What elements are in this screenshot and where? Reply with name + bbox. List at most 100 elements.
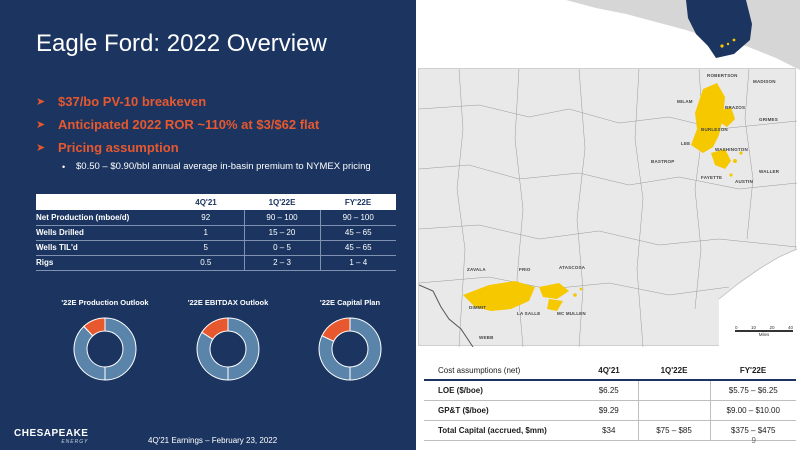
texas-inset-map (566, 0, 800, 70)
table-cell: $6.25 (580, 380, 638, 401)
table-row: Rigs 0.5 2 – 3 1 – 4 (36, 255, 396, 271)
county-label: MC MULLEN (557, 311, 586, 316)
table-header-cell: 4Q'21 (580, 362, 638, 381)
bullet-text: Pricing assumption (58, 140, 179, 155)
scale-tick: 20 (769, 325, 775, 330)
table-row: Net Production (mboe/d) 92 90 – 100 90 –… (36, 210, 396, 226)
donut-base-slice (318, 335, 351, 381)
page-number: 9 (751, 436, 756, 445)
capital-plan-donut: '22E Capital Plan (290, 298, 410, 381)
donut-title: '22E Capital Plan (319, 298, 381, 307)
left-panel: Eagle Ford: 2022 Overview ➤ $37/bo PV-10… (0, 0, 416, 450)
table-header-cell (36, 194, 168, 210)
footer-text: 4Q'21 Earnings – February 23, 2022 (148, 436, 278, 445)
bullet-list: ➤ $37/bo PV-10 breakeven ➤ Anticipated 2… (36, 94, 406, 172)
table-cell: Total Capital (accrued, $mm) (424, 420, 580, 441)
table-cell: $9.29 (580, 400, 638, 421)
table-cell: 92 (168, 210, 244, 226)
donut-title: '22E Production Outlook (61, 298, 149, 307)
table-cell: Rigs (36, 255, 168, 271)
table-cell: 1 (168, 225, 244, 241)
logo-brand: CHESAPEAKE (14, 428, 89, 439)
county-label: BASTROP (651, 159, 675, 164)
county-label: MILAM (677, 99, 693, 104)
county-label: WEBB (479, 335, 494, 340)
bullet-text: Anticipated 2022 ROR ~110% at $3/$62 fla… (58, 117, 320, 132)
county-label: MADISON (753, 79, 776, 84)
sub-bullet-text: $0.50 – $0.90/bbl annual average in-basi… (76, 161, 371, 172)
county-label: WALLER (759, 169, 780, 174)
county-label: ZAVALA (467, 267, 486, 272)
table-header-cell: FY'22E (320, 194, 396, 210)
arrow-bullet-icon: ➤ (36, 142, 46, 154)
table-cell: LOE ($/boe) (424, 380, 580, 401)
ebitdax-outlook-donut: '22E EBITDAX Outlook (168, 298, 288, 381)
table-cell: 90 – 100 (320, 210, 396, 226)
county-map-shapes (418, 68, 798, 348)
table-row: GP&T ($/boe) $9.29 $9.00 – $10.00 (424, 400, 796, 421)
table-header-cell: FY'22E (710, 362, 796, 381)
table-cell: $5.75 – $6.25 (710, 380, 796, 401)
table-cell: 45 – 65 (320, 240, 396, 256)
table-cell: $9.00 – $10.00 (710, 400, 796, 421)
table-cell (637, 380, 711, 401)
table-cell: 1 – 4 (320, 255, 396, 271)
donut-chart (73, 317, 137, 381)
county-map: ROBERTSON MADISON MILAM BRAZOS GRIMES BU… (418, 68, 798, 348)
donut-base-slice (73, 325, 106, 381)
county-label: AUSTIN (735, 179, 753, 184)
map-area: ROBERTSON MADISON MILAM BRAZOS GRIMES BU… (416, 0, 800, 352)
bullet-item: ➤ Anticipated 2022 ROR ~110% at $3/$62 f… (36, 117, 406, 132)
table-header-cell: 4Q'21 (168, 194, 244, 210)
table-cell: Wells Drilled (36, 225, 168, 241)
scale-tick: 40 (787, 325, 793, 330)
county-label: LA SALLE (517, 311, 541, 316)
donut-base-slice (227, 317, 260, 381)
map-scale-bar: 0 10 20 40 Miles (735, 325, 793, 337)
table-cell: $75 – $85 (637, 420, 711, 441)
donut-base-slice (349, 317, 382, 381)
table-row: Total Capital (accrued, $mm) $34 $75 – $… (424, 420, 796, 441)
county-label: BRAZOS (725, 105, 746, 110)
table-cell: 5 (168, 240, 244, 256)
arrow-bullet-icon: ➤ (36, 96, 46, 108)
sub-bullet-item: • $0.50 – $0.90/bbl annual average in-ba… (62, 161, 406, 172)
scale-tick: 10 (750, 325, 756, 330)
table-cell: 45 – 65 (320, 225, 396, 241)
donut-base-slice (196, 331, 229, 381)
county-label: ATASCOSA (559, 265, 586, 270)
table-header-cell: Cost assumptions (net) (424, 362, 580, 381)
table-cell: Net Production (mboe/d) (36, 210, 168, 226)
table-row: Wells Drilled 1 15 – 20 45 – 65 (36, 225, 396, 241)
production-outlook-donut: '22E Production Outlook (45, 298, 165, 381)
table-cell: GP&T ($/boe) (424, 400, 580, 421)
table-cell: 0.5 (168, 255, 244, 271)
scale-tick: 0 (735, 325, 738, 330)
scale-unit: Miles (758, 332, 770, 337)
county-label: LEE (681, 141, 691, 146)
county-label: ROBERTSON (707, 73, 738, 78)
table-cell: $375 – $475 (710, 420, 796, 441)
table-cell: 0 – 5 (243, 240, 321, 256)
donut-base-slice (104, 317, 137, 381)
table-cell (637, 400, 711, 421)
county-label: FAYETTE (701, 175, 723, 180)
dot-bullet-icon: • (62, 161, 66, 172)
cost-assumptions-table: Cost assumptions (net) 4Q'21 1Q'22E FY'2… (424, 362, 796, 441)
table-cell: 2 – 3 (243, 255, 321, 271)
table-cell: Wells TIL'd (36, 240, 168, 256)
table-header-row: Cost assumptions (net) 4Q'21 1Q'22E FY'2… (424, 362, 796, 381)
bullet-text: $37/bo PV-10 breakeven (58, 94, 207, 109)
donut-chart (196, 317, 260, 381)
table-cell: 15 – 20 (243, 225, 321, 241)
table-header-row: 4Q'21 1Q'22E FY'22E (36, 194, 396, 210)
county-label: GRIMES (759, 117, 778, 122)
table-header-cell: 1Q'22E (638, 362, 710, 381)
bullet-item: ➤ Pricing assumption (36, 140, 406, 155)
county-label: FRIO (519, 267, 531, 272)
chesapeake-logo: CHESAPEAKE ENERGY (14, 428, 88, 445)
county-label: BURLESON (701, 127, 728, 132)
table-row: LOE ($/boe) $6.25 $5.75 – $6.25 (424, 380, 796, 401)
arrow-bullet-icon: ➤ (36, 119, 46, 131)
table-row: Wells TIL'd 5 0 – 5 45 – 65 (36, 240, 396, 256)
